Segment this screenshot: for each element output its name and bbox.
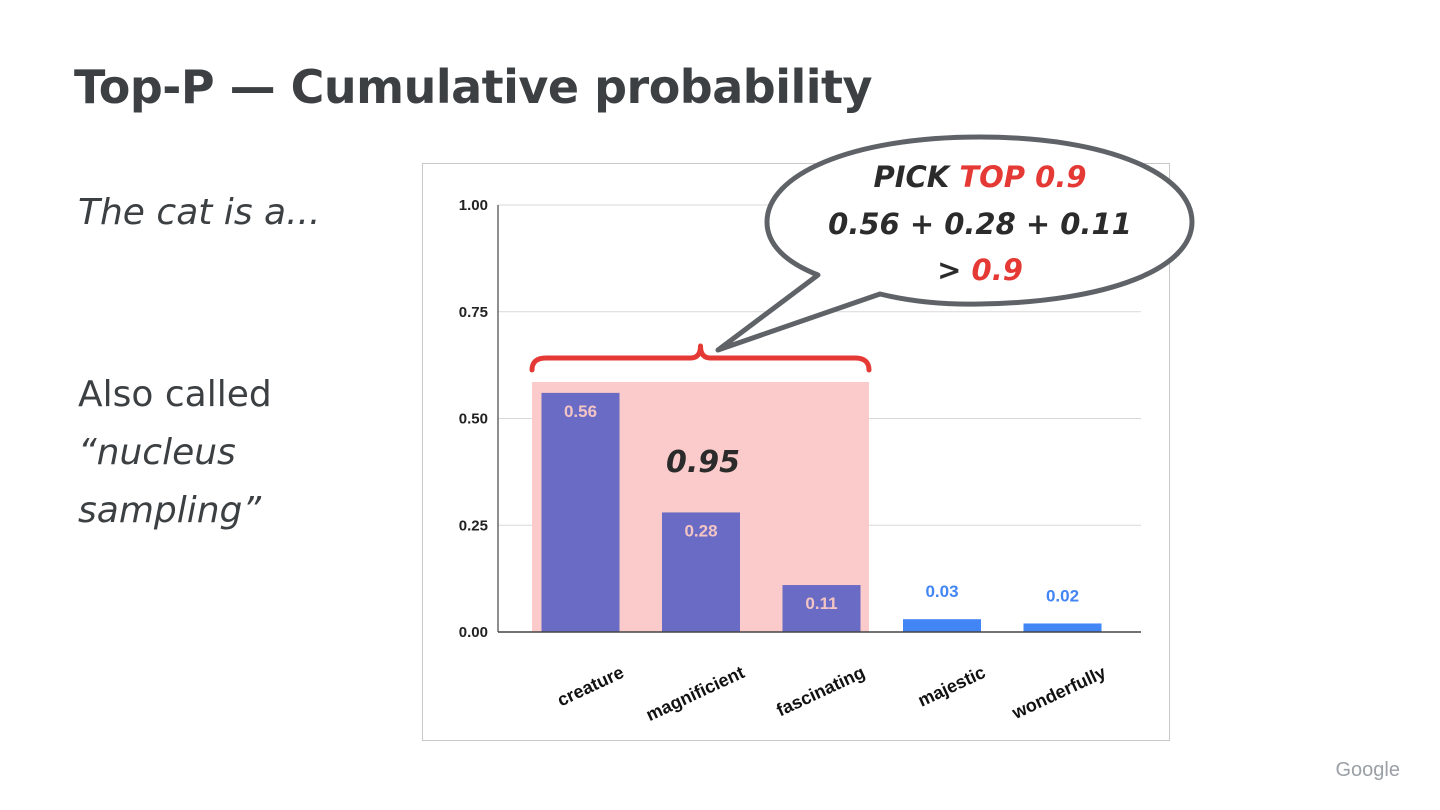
bar-magnificient <box>662 512 740 632</box>
alias-text: Also called “nucleus sampling” <box>78 366 398 540</box>
bubble-line-3-highlight: 0.9 <box>972 253 1023 287</box>
chart-bars: 0.56 0.28 0.11 0.03 0.02 <box>541 392 1102 632</box>
bar-value-label: 0.03 <box>925 582 958 601</box>
bar-value-label: 0.02 <box>1046 586 1079 605</box>
bubble-line-1: PICK TOP 0.9 <box>873 160 1086 194</box>
y-tick-label: 0.75 <box>459 304 488 321</box>
bar-wonderfully <box>1023 623 1102 632</box>
y-tick-label: 0.50 <box>459 411 488 428</box>
x-tick-label: majestic <box>915 662 989 711</box>
y-tick-label: 0.00 <box>459 624 488 641</box>
x-tick-label: creature <box>554 662 627 710</box>
bar-creature <box>541 392 620 632</box>
x-tick-label: wonderfully <box>1008 662 1109 723</box>
google-logo: Google <box>1335 759 1401 781</box>
bar-fascinating <box>782 585 861 632</box>
alias-line-1: Also called <box>78 374 272 415</box>
bubble-line-1-highlight: TOP 0.9 <box>959 160 1086 194</box>
slide-title: Top-P — Cumulative probability <box>74 60 872 114</box>
nucleus-sum-label: 0.95 <box>666 445 740 480</box>
y-tick-label: 0.25 <box>459 517 488 534</box>
bubble-line-2: 0.56 + 0.28 + 0.11 <box>828 207 1132 241</box>
x-tick-label: magnificient <box>643 662 748 725</box>
bubble-line-3: > 0.9 <box>937 253 1023 287</box>
bubble-line-3-prefix: > <box>937 253 971 287</box>
y-tick-label: 1.00 <box>459 197 488 214</box>
x-axis-ticks: creature magnificient fascinating majestic w… <box>554 662 1109 725</box>
bar-value-label: 0.56 <box>564 402 597 421</box>
y-axis-ticks: 0.00 0.25 0.50 0.75 1.00 <box>459 197 488 641</box>
bar-majestic <box>903 619 981 632</box>
bar-value-label: 0.11 <box>805 594 837 613</box>
bar-value-label: 0.28 <box>684 521 717 540</box>
prompt-text: The cat is a... <box>78 192 321 233</box>
x-tick-label: fascinating <box>773 662 868 720</box>
alias-line-3: sampling” <box>78 490 262 531</box>
alias-line-2: “nucleus <box>78 432 236 473</box>
nucleus-brace <box>529 343 872 373</box>
bubble-line-1-prefix: PICK <box>873 160 959 194</box>
speech-bubble <box>715 134 1195 353</box>
